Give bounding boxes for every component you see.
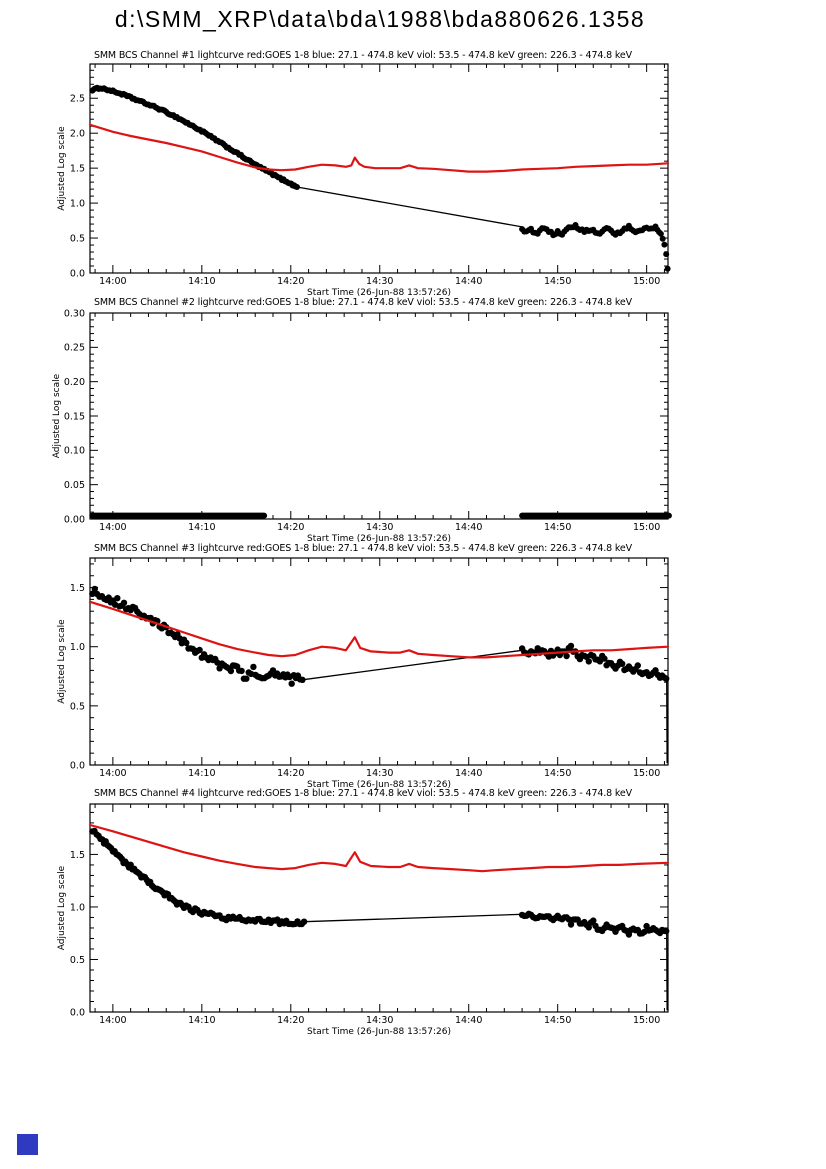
svg-text:14:10: 14:10 <box>188 768 215 779</box>
svg-text:0.0: 0.0 <box>70 760 85 771</box>
svg-text:0.5: 0.5 <box>70 955 85 966</box>
svg-text:15:00: 15:00 <box>633 768 660 779</box>
svg-text:15:00: 15:00 <box>633 276 660 287</box>
svg-text:14:10: 14:10 <box>188 1015 215 1026</box>
channel-2-plot: 0.00 0.05 0.10 0.15 0.20 0.25 0.30 14:00 14:10 14… <box>52 308 672 544</box>
svg-text:0.25: 0.25 <box>64 343 85 354</box>
svg-text:14:50: 14:50 <box>544 522 571 533</box>
svg-text:2.5: 2.5 <box>70 94 85 105</box>
svg-text:14:20: 14:20 <box>277 1015 304 1026</box>
channel-1-header: SMM BCS Channel #1 lightcurve red:GOES 1… <box>94 50 632 61</box>
x-axis-label: Start Time (26-Jun-88 13:57:26) <box>307 288 451 298</box>
channel-4-header: SMM BCS Channel #4 lightcurve red:GOES 1… <box>94 788 632 799</box>
y-axis-label: Adjusted Log scale <box>57 865 67 950</box>
svg-text:0.0: 0.0 <box>70 1007 85 1018</box>
svg-text:1.5: 1.5 <box>70 583 85 594</box>
series-bcs-dense-late <box>518 642 670 682</box>
svg-text:14:30: 14:30 <box>366 522 393 533</box>
svg-text:0.15: 0.15 <box>64 411 85 422</box>
svg-text:14:30: 14:30 <box>366 276 393 287</box>
svg-text:14:40: 14:40 <box>455 768 482 779</box>
svg-text:14:40: 14:40 <box>455 522 482 533</box>
series-bcs-dense-late <box>518 910 670 938</box>
svg-text:14:40: 14:40 <box>455 276 482 287</box>
series-goes-1-8 <box>88 123 670 173</box>
svg-text:14:10: 14:10 <box>188 276 215 287</box>
svg-text:0.05: 0.05 <box>64 480 85 491</box>
svg-text:0.0: 0.0 <box>70 268 85 279</box>
svg-text:14:50: 14:50 <box>544 768 571 779</box>
svg-text:15:00: 15:00 <box>633 522 660 533</box>
svg-text:1.0: 1.0 <box>70 902 85 913</box>
svg-text:0.5: 0.5 <box>70 233 85 244</box>
series-bcs-dense-early <box>89 84 300 190</box>
blue-square-icon <box>17 1134 38 1155</box>
svg-text:14:50: 14:50 <box>544 276 571 287</box>
series-bcs-gap-line <box>296 186 523 228</box>
series-bcs-dense-early <box>89 585 306 687</box>
svg-text:14:00: 14:00 <box>99 768 126 779</box>
svg-text:14:00: 14:00 <box>99 276 126 287</box>
series-bcs-dense-early <box>89 827 308 928</box>
channel-4-plot: 0.0 0.5 1.0 1.5 14:00 14:10 14:20 14:30 14:40 14:… <box>57 803 670 1037</box>
svg-text:14:10: 14:10 <box>188 522 215 533</box>
svg-text:14:40: 14:40 <box>455 1015 482 1026</box>
series-bcs-gap-line <box>301 649 523 681</box>
channel-3-plot: 0.0 0.5 1.0 1.5 14:00 14:10 14:20 14:30 14:40 14:… <box>57 557 670 790</box>
channel-3-header: SMM BCS Channel #3 lightcurve red:GOES 1… <box>94 543 632 554</box>
svg-text:14:00: 14:00 <box>99 1015 126 1026</box>
channel-1-plot: 0.0 0.5 1.0 1.5 2.0 2.5 14:00 14:10 14:20 14:30 14… <box>57 63 671 298</box>
series-bcs-gap-line <box>303 913 523 923</box>
svg-text:1.0: 1.0 <box>70 199 85 210</box>
svg-text:1.0: 1.0 <box>70 642 85 653</box>
y-axis-label: Adjusted Log scale <box>52 373 62 458</box>
x-axis-label: Start Time (26-Jun-88 13:57:26) <box>307 1027 451 1037</box>
svg-text:2.0: 2.0 <box>70 129 85 140</box>
svg-text:14:00: 14:00 <box>99 522 126 533</box>
svg-text:0.5: 0.5 <box>70 701 85 712</box>
svg-text:0.10: 0.10 <box>64 446 85 457</box>
svg-text:0.00: 0.00 <box>64 514 85 525</box>
svg-text:15:00: 15:00 <box>633 1015 660 1026</box>
series-bcs-dense-late <box>519 222 671 272</box>
channel-2-header: SMM BCS Channel #2 lightcurve red:GOES 1… <box>94 297 632 308</box>
page-title: d:\SMM_XRP\data\bda\1988\bda880626.1358 <box>114 6 646 32</box>
svg-text:14:50: 14:50 <box>544 1015 571 1026</box>
series-goes-1-8 <box>88 823 670 873</box>
y-axis-label: Adjusted Log scale <box>57 126 67 211</box>
svg-text:14:20: 14:20 <box>277 276 304 287</box>
y-axis-label: Adjusted Log scale <box>57 619 67 704</box>
svg-text:14:20: 14:20 <box>277 522 304 533</box>
svg-text:14:30: 14:30 <box>366 768 393 779</box>
svg-text:0.20: 0.20 <box>64 377 85 388</box>
svg-text:1.5: 1.5 <box>70 850 85 861</box>
series-goes-1-8 <box>88 600 670 659</box>
svg-text:14:30: 14:30 <box>366 1015 393 1026</box>
svg-text:1.5: 1.5 <box>70 164 85 175</box>
x-axis-label: Start Time (26-Jun-88 13:57:26) <box>307 780 451 790</box>
x-axis-label: Start Time (26-Jun-88 13:57:26) <box>307 534 451 544</box>
svg-text:14:20: 14:20 <box>277 768 304 779</box>
svg-text:0.30: 0.30 <box>64 308 85 319</box>
